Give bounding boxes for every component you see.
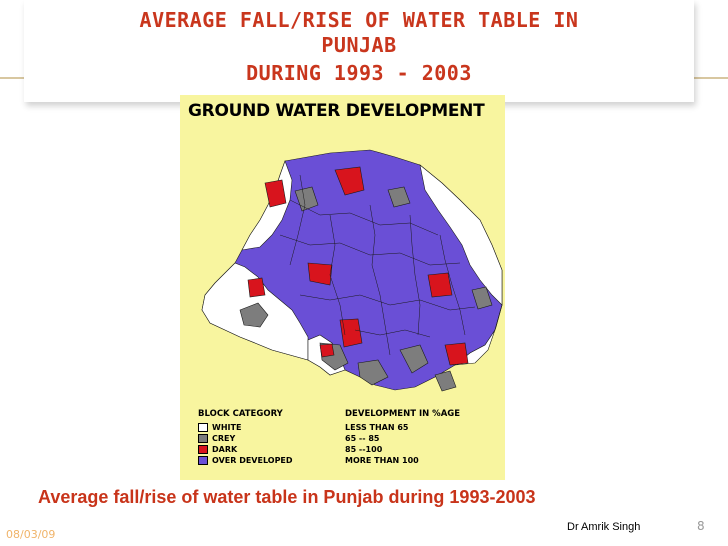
- slide-caption: Average fall/rise of water table in Punj…: [38, 487, 536, 507]
- map-region-dark-5: [339, 318, 363, 348]
- title-line-2: PUNJAB: [321, 33, 397, 57]
- map-image: GROUND WATER DEVELOPMENT BLOCK CATEGORY …: [180, 95, 505, 480]
- map-region-dark-8: [319, 343, 335, 358]
- legend-swatch-grey: [198, 434, 208, 443]
- map-region-white-se: [454, 304, 503, 366]
- slide-title: AVERAGE FALL/RISE OF WATER TABLE IN PUNJ…: [24, 0, 694, 102]
- decorative-line-right: [694, 77, 728, 79]
- map-region-grey-8: [434, 370, 457, 392]
- legend-heading-category: BLOCK CATEGORY: [198, 409, 283, 419]
- map-region-grey-7: [471, 286, 493, 310]
- slide-date: 08/03/09: [6, 528, 56, 541]
- legend-swatch-white: [198, 423, 208, 432]
- map-region-dark-4: [427, 272, 453, 298]
- map-region-grey-1: [239, 302, 269, 328]
- legend-item-white: WHITE: [198, 423, 241, 433]
- legend-item-grey: CREY: [198, 434, 235, 444]
- map-region-grey-5: [294, 186, 319, 212]
- punjab-map: [201, 149, 503, 392]
- map-region-white-ne: [419, 164, 503, 306]
- map-legend: BLOCK CATEGORY DEVELOPMENT IN %AGE WHITE…: [180, 403, 505, 480]
- map-region-dark-6: [444, 342, 469, 366]
- map-region-grey-4: [399, 344, 429, 374]
- map-region-dark-3: [307, 262, 333, 286]
- slide-author: Dr Amrik Singh: [567, 521, 641, 533]
- legend-heading-development: DEVELOPMENT IN %AGE: [345, 409, 461, 419]
- map-region-dark-7: [247, 277, 266, 298]
- title-line-1: AVERAGE FALL/RISE OF WATER TABLE IN: [139, 8, 579, 32]
- legend-range-dark: 85 --100: [345, 445, 383, 454]
- map-region-grey-3: [357, 359, 389, 386]
- legend-range-white: LESS THAN 65: [345, 423, 409, 432]
- map-region-grey-6: [387, 186, 411, 208]
- legend-item-over-developed: OVER DEVELOPED: [198, 456, 293, 466]
- block-boundaries: [279, 174, 476, 356]
- legend-item-dark: DARK: [198, 445, 237, 455]
- map-region-dark-1: [334, 166, 365, 196]
- title-line-3: DURING 1993 - 2003: [246, 61, 472, 85]
- legend-range-grey: 65 -- 85: [345, 434, 380, 443]
- map-title: GROUND WATER DEVELOPMENT: [188, 101, 485, 121]
- decorative-line-left: [0, 77, 24, 79]
- legend-range-over-developed: MORE THAN 100: [345, 456, 419, 465]
- legend-swatch-over-developed: [198, 456, 208, 465]
- map-region-dark-2: [264, 179, 287, 208]
- legend-swatch-dark: [198, 445, 208, 454]
- slide-page-number: 8: [697, 519, 705, 533]
